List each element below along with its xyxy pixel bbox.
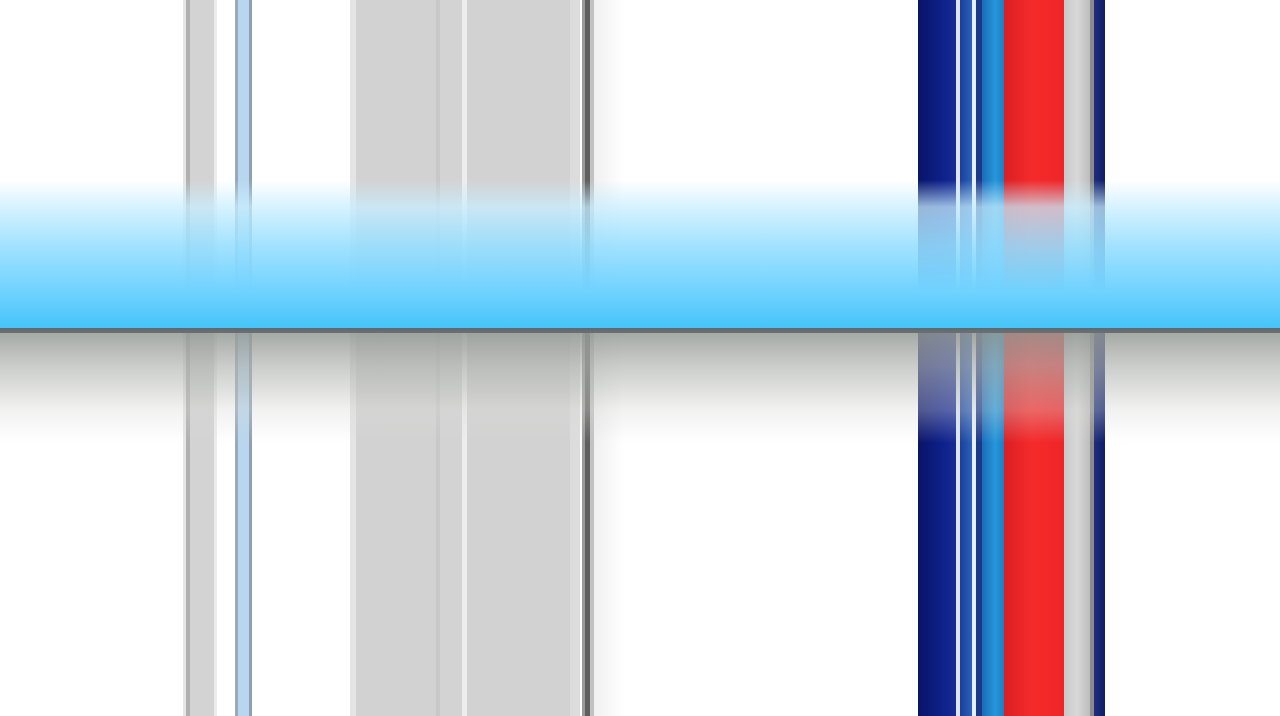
horizon-line xyxy=(0,328,1280,333)
shadow-band xyxy=(0,333,1280,443)
cyan-glow-band xyxy=(0,180,1280,330)
